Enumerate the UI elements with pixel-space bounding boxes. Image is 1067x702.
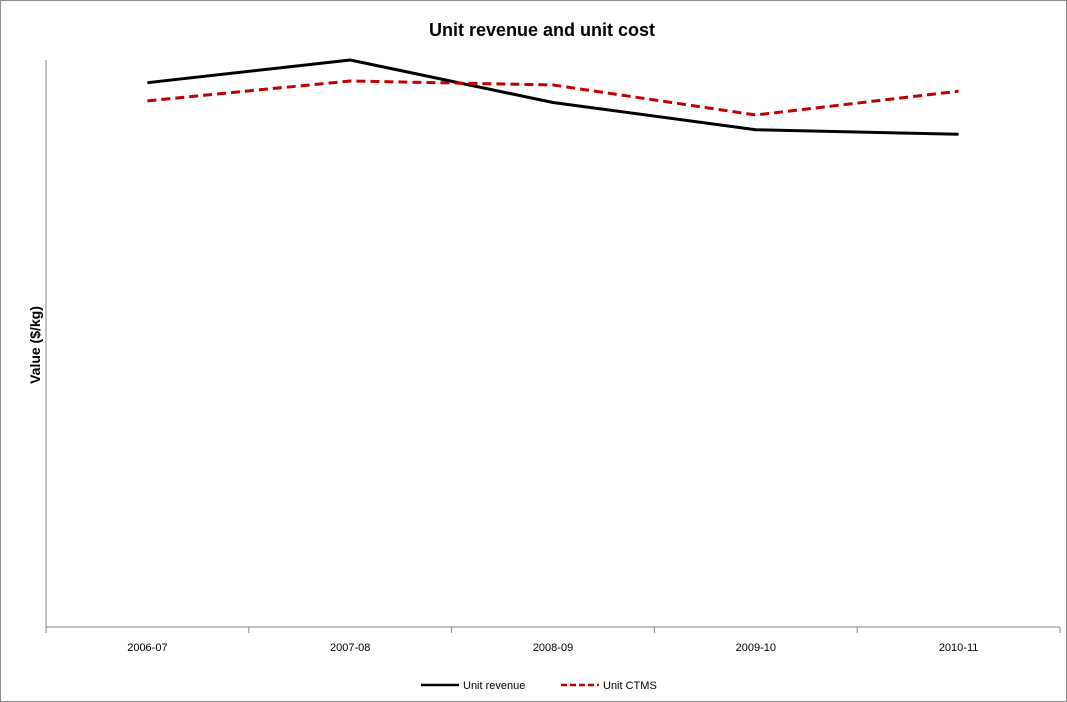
series-line-2 — [147, 79, 959, 117]
series-lines — [147, 58, 959, 136]
legend: Unit revenue Unit CTMS — [421, 680, 657, 692]
legend-label-1: Unit revenue — [463, 680, 525, 692]
x-axis-ticks — [45, 627, 1061, 633]
x-tick-label: 2010-11 — [939, 642, 979, 654]
chart-title: Unit revenue and unit cost — [429, 20, 655, 40]
x-tick-label: 2008-09 — [533, 642, 573, 654]
x-tick-label: 2007-08 — [330, 642, 370, 654]
series-line-1 — [147, 58, 959, 136]
y-axis-label: Value ($/kg) — [27, 306, 43, 384]
legend-label-2: Unit CTMS — [603, 680, 657, 692]
x-tick-label: 2006-07 — [127, 642, 167, 654]
x-axis-tick-labels: 2006-07 2007-08 2008-09 2009-10 2010-11 — [127, 642, 978, 654]
x-tick-label: 2009-10 — [736, 642, 776, 654]
